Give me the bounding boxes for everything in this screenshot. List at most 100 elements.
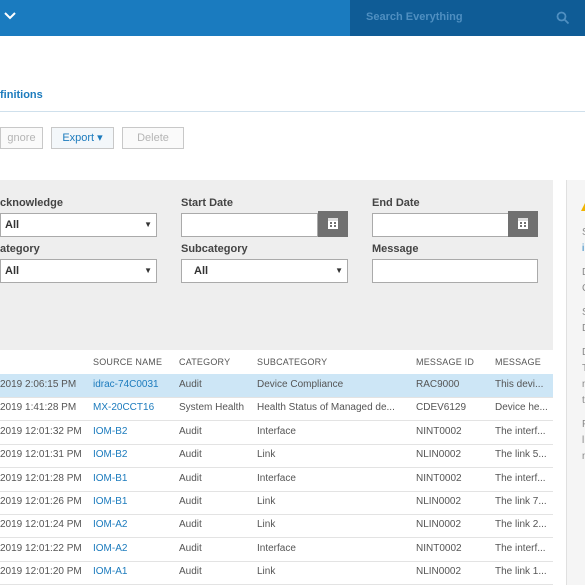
table-row[interactable]: 2019 2:06:15 PM idrac-74C0031 Audit Device …	[0, 374, 553, 398]
cell-source-name[interactable]: IOM-A1	[93, 566, 128, 578]
caret-down-icon: ▼	[144, 220, 152, 229]
cell-message: The link 7...	[495, 496, 547, 507]
cell-message-id: RAC9000	[416, 379, 460, 390]
cell-source-name[interactable]: idrac-74C0031	[93, 379, 159, 390]
cell-message-id: NLIN0002	[416, 519, 462, 531]
table-row[interactable]: 2019 12:01:28 PM IOM-B1 Audit Interface NINT…	[0, 468, 553, 492]
cell-message: The interf...	[495, 472, 546, 484]
chevron-down-icon[interactable]	[2, 8, 18, 24]
acknowledge-select[interactable]: All ▼	[0, 213, 157, 237]
divider	[0, 111, 585, 112]
cell-message-id: NINT0002	[416, 425, 462, 437]
export-button[interactable]: Export ▾	[51, 127, 114, 149]
subcategory-select[interactable]: All ▼	[181, 259, 348, 283]
cell-source-name[interactable]: IOM-B2	[93, 425, 128, 437]
cell-time: 2019 12:01:31 PM	[0, 449, 82, 461]
delete-button[interactable]: Delete	[122, 127, 184, 149]
start-date-label: Start Date	[181, 197, 233, 209]
cell-message: The interf...	[495, 425, 546, 437]
side-text: D	[582, 323, 585, 334]
search-icon[interactable]	[556, 11, 570, 25]
side-link[interactable]: i	[582, 243, 585, 254]
cell-source-name[interactable]: IOM-B2	[93, 449, 128, 461]
cell-subcategory: Link	[257, 449, 276, 461]
cell-category: Audit	[179, 425, 202, 437]
detail-side-panel: S i D C S D D T n t F l n	[566, 180, 585, 585]
side-text: l	[582, 435, 585, 446]
warning-icon	[581, 203, 585, 211]
cell-time: 2019 2:06:15 PM	[0, 379, 77, 390]
side-text: T	[582, 363, 585, 374]
search-placeholder: Search Everything	[366, 11, 463, 23]
side-text: n	[582, 379, 585, 390]
cell-time: 2019 12:01:20 PM	[0, 566, 82, 578]
cell-message: The interf...	[495, 542, 546, 554]
category-value: All	[5, 265, 20, 277]
message-label: Message	[372, 243, 419, 255]
table-row[interactable]: 2019 12:01:20 PM IOM-A1 Audit Link NLIN0002 T…	[0, 561, 553, 585]
table-row[interactable]: 2019 1:41:28 PM MX-20CCT16 System Health He…	[0, 397, 553, 422]
side-text: t	[582, 395, 585, 406]
breadcrumb-definitions[interactable]: finitions	[0, 89, 43, 101]
table-header: SOURCE NAME CATEGORY SUBCATEGORY MESSAGE…	[0, 350, 553, 374]
cell-message-id: NLIN0002	[416, 496, 462, 507]
side-text: D	[582, 347, 585, 358]
cell-message-id: NLIN0002	[416, 566, 462, 578]
col-header-message-id[interactable]: MESSAGE ID	[416, 357, 475, 367]
table-row[interactable]: 2019 12:01:32 PM IOM-B2 Audit Interface NINT…	[0, 421, 553, 445]
cell-category: Audit	[179, 542, 202, 554]
table-row[interactable]: 2019 12:01:24 PM IOM-A2 Audit Link NLIN0002 T…	[0, 514, 553, 539]
cell-subcategory: Link	[257, 496, 276, 507]
col-header-message[interactable]: MESSAGE	[495, 357, 541, 367]
cell-subcategory: Interface	[257, 542, 296, 554]
category-select[interactable]: All ▼	[0, 259, 157, 283]
cell-time: 2019 12:01:28 PM	[0, 472, 82, 484]
global-search-input[interactable]: Search Everything	[350, 0, 585, 36]
side-text: S	[582, 227, 585, 238]
cell-message: The link 5...	[495, 449, 547, 461]
cell-subcategory: Health Status of Managed de...	[257, 402, 395, 414]
cell-source-name[interactable]: MX-20CCT16	[93, 402, 155, 414]
side-text: F	[582, 419, 585, 430]
cell-category: Audit	[179, 519, 202, 531]
cell-category: Audit	[179, 566, 202, 578]
cell-time: 2019 12:01:32 PM	[0, 425, 82, 437]
cell-source-name[interactable]: IOM-A2	[93, 519, 128, 531]
cell-message: Device he...	[495, 402, 548, 414]
cell-time: 2019 12:01:22 PM	[0, 542, 82, 554]
col-header-source-name[interactable]: SOURCE NAME	[93, 357, 163, 367]
cell-message: This devi...	[495, 379, 544, 390]
cell-category: Audit	[179, 379, 202, 390]
subcategory-value: All	[194, 265, 209, 277]
cell-message-id: NINT0002	[416, 542, 462, 554]
calendar-icon[interactable]	[508, 211, 538, 237]
table-row[interactable]: 2019 12:01:22 PM IOM-A2 Audit Interface NINT…	[0, 538, 553, 562]
col-header-subcategory[interactable]: SUBCATEGORY	[257, 357, 328, 367]
cell-subcategory: Interface	[257, 472, 296, 484]
cell-subcategory: Device Compliance	[257, 379, 344, 390]
side-text: n	[582, 451, 585, 462]
cell-message: The link 2...	[495, 519, 547, 531]
calendar-icon[interactable]	[318, 211, 348, 237]
table-row[interactable]: 2019 12:01:26 PM IOM-B1 Audit Link NLIN0002 T…	[0, 491, 553, 515]
cell-message-id: CDEV6129	[416, 402, 467, 414]
cell-subcategory: Interface	[257, 425, 296, 437]
cell-subcategory: Link	[257, 519, 276, 531]
caret-down-icon: ▼	[335, 266, 343, 275]
cell-message-id: NLIN0002	[416, 449, 462, 461]
cell-source-name[interactable]: IOM-B1	[93, 472, 128, 484]
cell-source-name[interactable]: IOM-A2	[93, 542, 128, 554]
end-date-input[interactable]	[372, 213, 509, 237]
table-row[interactable]: 2019 12:01:31 PM IOM-B2 Audit Link NLIN0002 T…	[0, 444, 553, 469]
end-date-label: End Date	[372, 197, 420, 209]
side-text: D	[582, 267, 585, 278]
side-text: S	[582, 307, 585, 318]
start-date-input[interactable]	[181, 213, 318, 237]
ignore-button[interactable]: gnore	[0, 127, 43, 149]
cell-category: Audit	[179, 449, 202, 461]
category-label: ategory	[0, 243, 40, 255]
cell-subcategory: Link	[257, 566, 276, 578]
col-header-category[interactable]: CATEGORY	[179, 357, 231, 367]
message-input[interactable]	[372, 259, 538, 283]
cell-source-name[interactable]: IOM-B1	[93, 496, 128, 507]
